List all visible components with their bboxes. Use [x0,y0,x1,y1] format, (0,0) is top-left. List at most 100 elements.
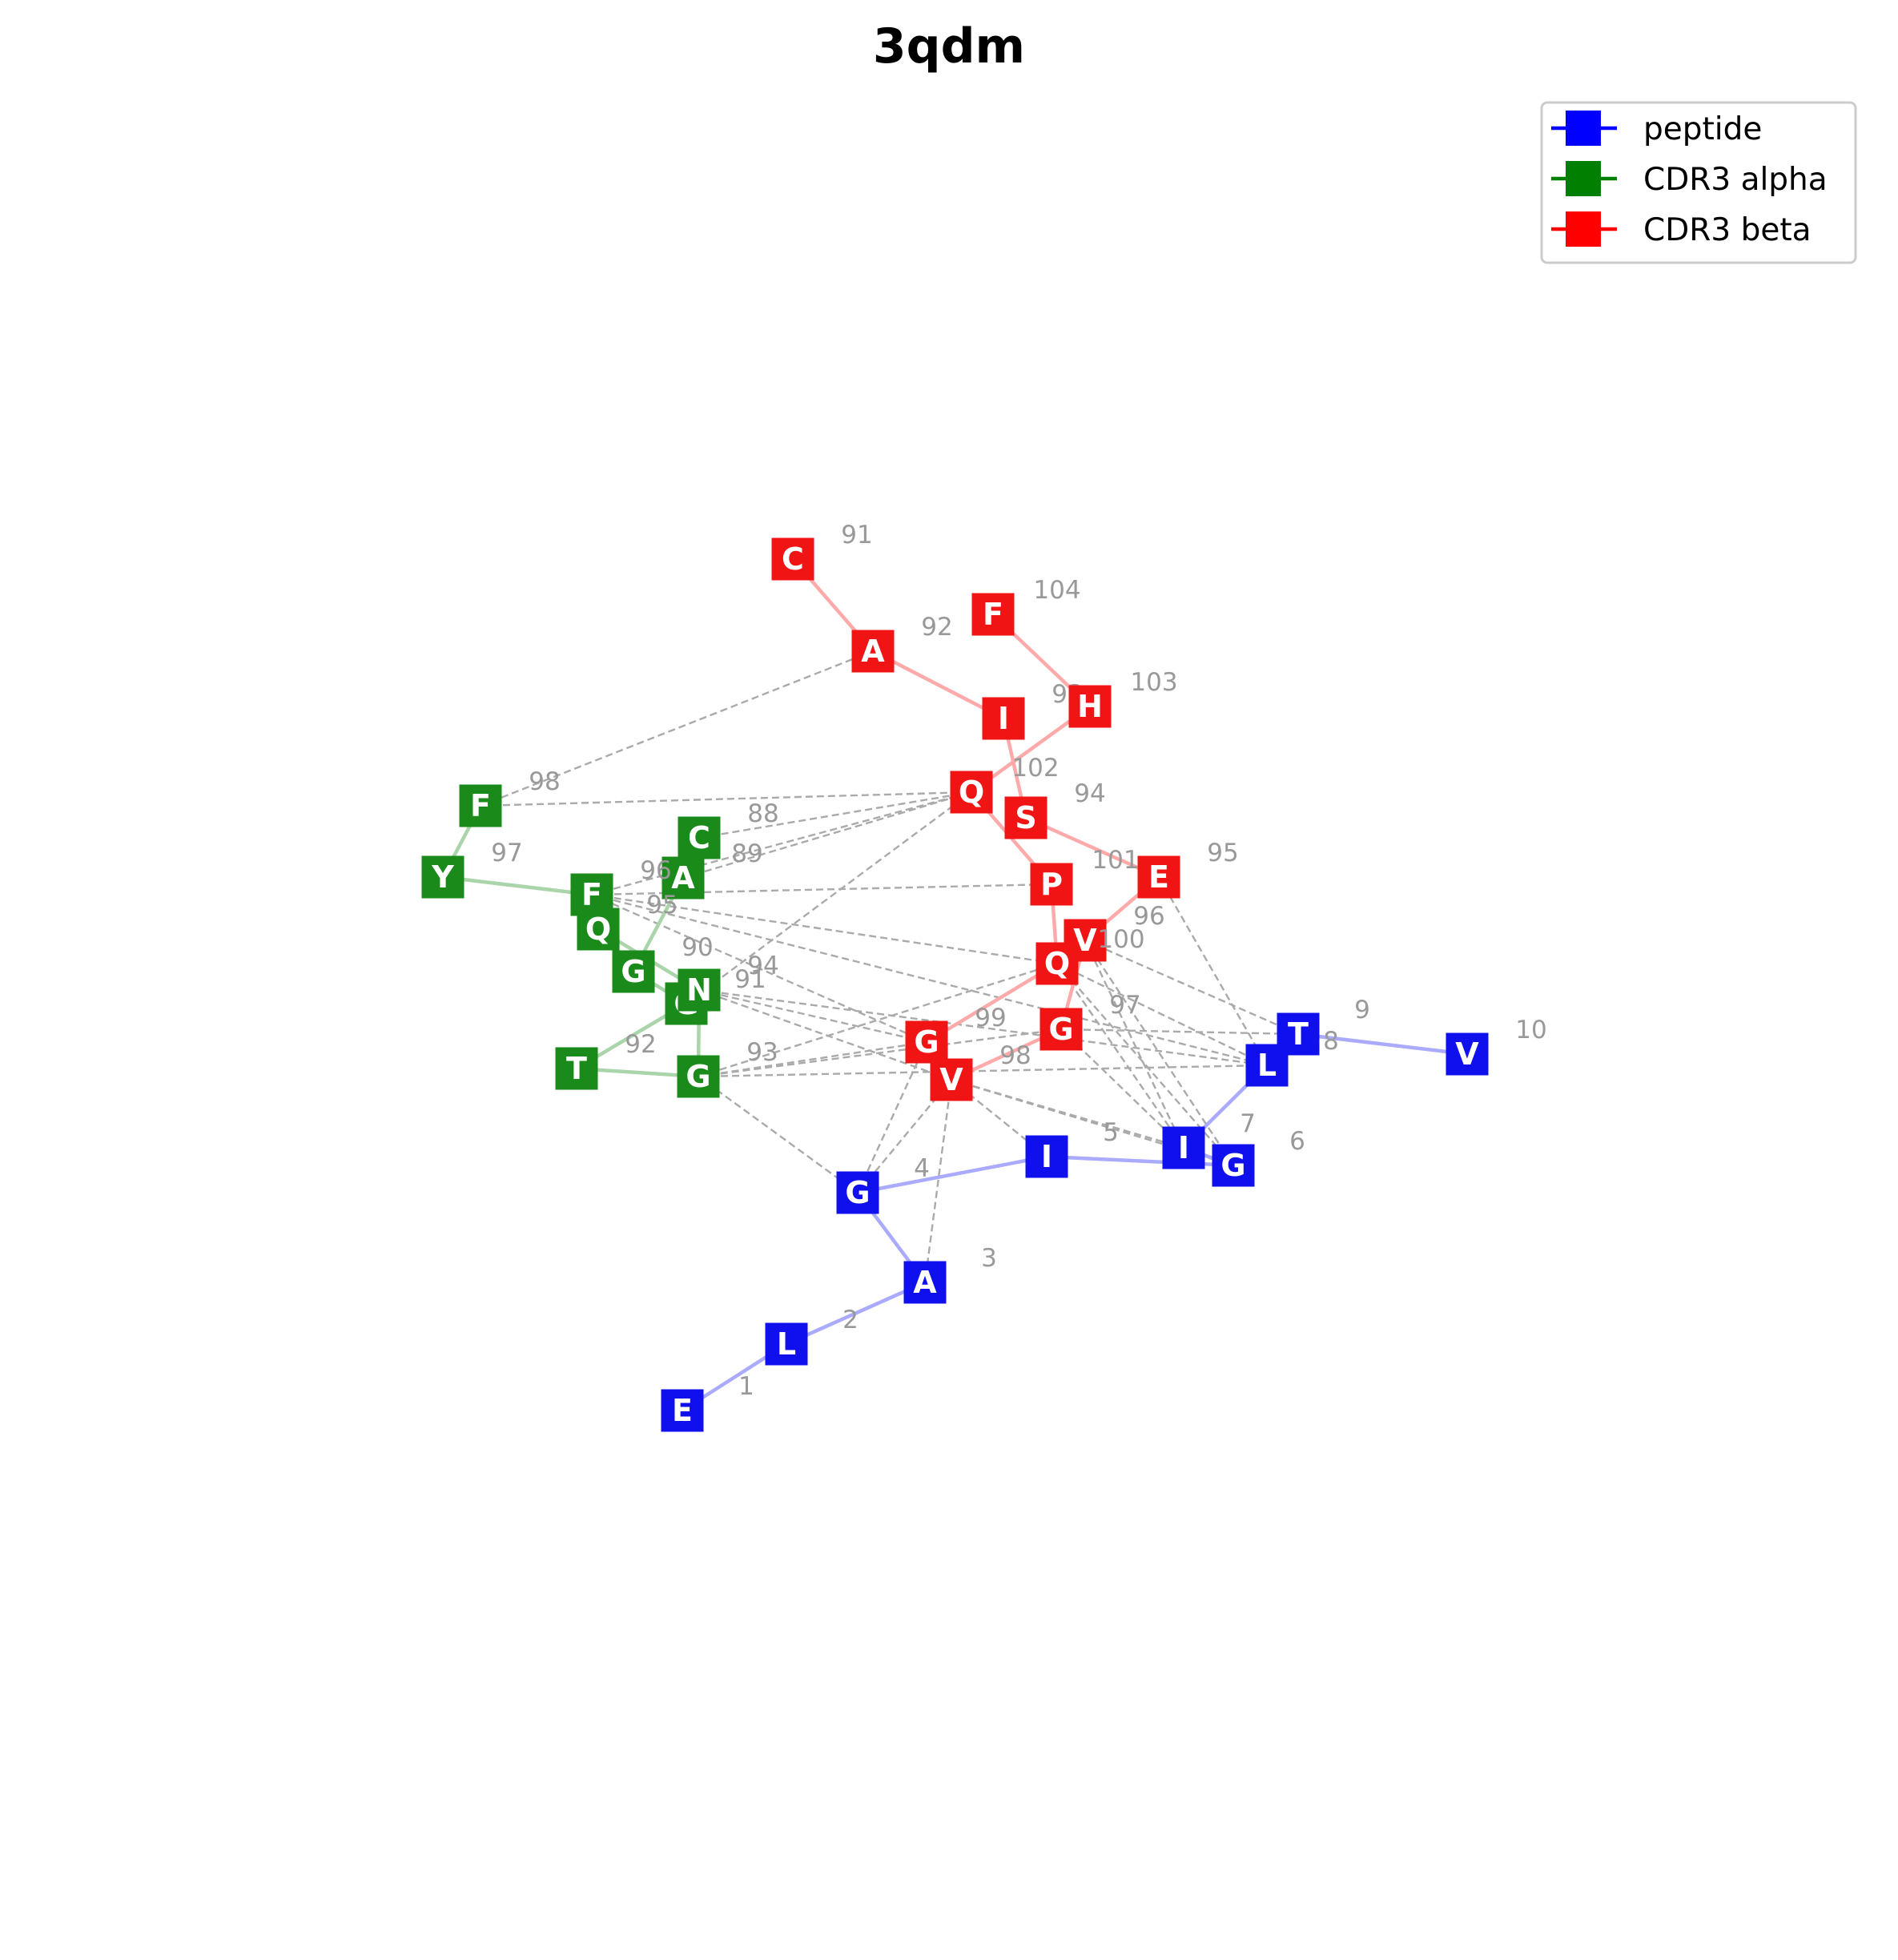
residue-letter: H [1077,689,1103,724]
contact-line [686,791,972,1004]
contact-line [698,988,1268,1067]
residue-number-label: 99 [975,1004,1006,1032]
residue-number-label: 91 [841,521,872,549]
contact-line [591,893,1268,1067]
residue-number-label: 91 [734,965,766,994]
residue-letter: F [581,877,602,912]
residue-letter: L [1257,1048,1277,1083]
residue-number-label: 104 [1033,576,1080,605]
contact-line [951,1078,1234,1167]
contact-line [698,962,1058,1078]
residue-letter: I [1041,1139,1052,1174]
residue-number-label: 97 [491,839,522,867]
contact-line [591,883,1052,896]
cdr3-beta-backbone-segment [1025,815,1160,879]
residue-marker [555,1047,598,1090]
residue-letter: G [686,1059,710,1094]
cdr3-alpha-residue-node: F [459,784,502,827]
contact-line [1084,940,1185,1149]
residue-number-label: 95 [1207,839,1238,867]
residue-letter: C [782,541,804,577]
residue-marker [971,593,1015,636]
residue-marker [661,856,705,900]
residue-marker [1035,942,1079,985]
residue-marker [612,950,655,993]
residue-marker [765,1322,808,1366]
cdr3-beta-residue-node: V [930,1058,973,1101]
residue-number-label: 1 [738,1372,754,1401]
residue-letter: T [566,1051,587,1086]
legend-marker [1566,211,1601,247]
residue-letter: Q [959,775,984,810]
legend-entry: CDR3 beta [1551,211,1812,248]
residue-marker [1137,855,1180,899]
residue-number-label: 93 [746,1038,778,1067]
legend-label: CDR3 beta [1643,212,1812,248]
peptide-residue-node: I [1162,1126,1205,1169]
cdr3-beta-residue-node: G [905,1020,948,1064]
residue-number-label: 103 [1130,668,1177,697]
residue-number-label: 88 [747,799,778,828]
residue-number-label: 100 [1097,925,1144,954]
contact-line [923,1079,953,1283]
cdr3-alpha-residue-node: Y [421,855,464,899]
residue-letter: G [1048,1012,1073,1047]
residue-number-label: 92 [625,1030,656,1059]
cdr3-beta-backbone-segment [871,649,1005,721]
cdr3-alpha-residue-node: A [661,856,705,900]
residue-number-label: 101 [1092,846,1139,875]
residue-letter: G [845,1175,870,1210]
contact-line [698,1064,1268,1078]
cdr3-alpha-residue-node: F [570,873,613,916]
residue-number-label: 96 [640,856,671,885]
residue-letter: E [1148,859,1169,895]
residue-number-label: 95 [646,891,678,920]
chain-backbones [441,557,1468,1412]
residue-marker [771,537,814,581]
contact-line [1056,962,1268,1067]
cdr3-beta-backbone-segment [925,962,1059,1044]
residue-letter: Q [585,912,611,947]
residue-marker [1212,1144,1255,1187]
legend-label: CDR3 alpha [1643,162,1828,198]
residue-marker [570,873,613,916]
cdr3-beta-residue-node: E [1137,855,1180,899]
legend-marker [1566,111,1601,146]
contact-line [698,1076,859,1193]
residue-number-label: 96 [1133,902,1164,931]
residue-number-label: 97 [1109,991,1140,1020]
residue-letter: A [913,1265,937,1300]
residue-letter: F [470,788,491,823]
residue-marker [677,1055,720,1098]
residue-marker [1025,1135,1068,1178]
contact-line [1157,876,1269,1066]
peptide-residue-node: A [903,1261,947,1304]
legend-label: peptide [1643,111,1762,147]
residue-letter: E [672,1393,693,1428]
contact-line [1056,963,1234,1166]
residue-number-label: 10 [1515,1016,1546,1044]
contact-line [591,791,972,896]
residue-letter: A [671,860,695,895]
contact-line [1084,940,1235,1166]
contact-line [1060,1028,1299,1036]
cdr3-beta-residue-node: F [971,593,1015,636]
cdr3-beta-residue-node: Q [1035,942,1079,985]
residue-letter: G [1220,1148,1245,1183]
residue-number-label: 4 [914,1154,930,1183]
residue-letter: Y [431,859,454,895]
contact-line [1084,939,1299,1036]
contact-line [1056,963,1184,1149]
residue-letter: T [1288,1016,1309,1052]
contact-line [480,791,972,807]
residue-letter: I [998,701,1009,736]
legend-frame [1540,101,1857,264]
residue-number-label: 6 [1289,1127,1305,1156]
residue-number-label: 2 [842,1306,859,1334]
legend-entry: peptide [1551,111,1762,147]
peptide-backbone-segment [1046,1154,1234,1168]
residue-letter: F [983,597,1003,632]
cdr3-beta-residue-node: A [851,630,895,673]
residue-number-label: 3 [981,1244,997,1273]
cdr3-beta-residue-node: I [982,697,1025,740]
